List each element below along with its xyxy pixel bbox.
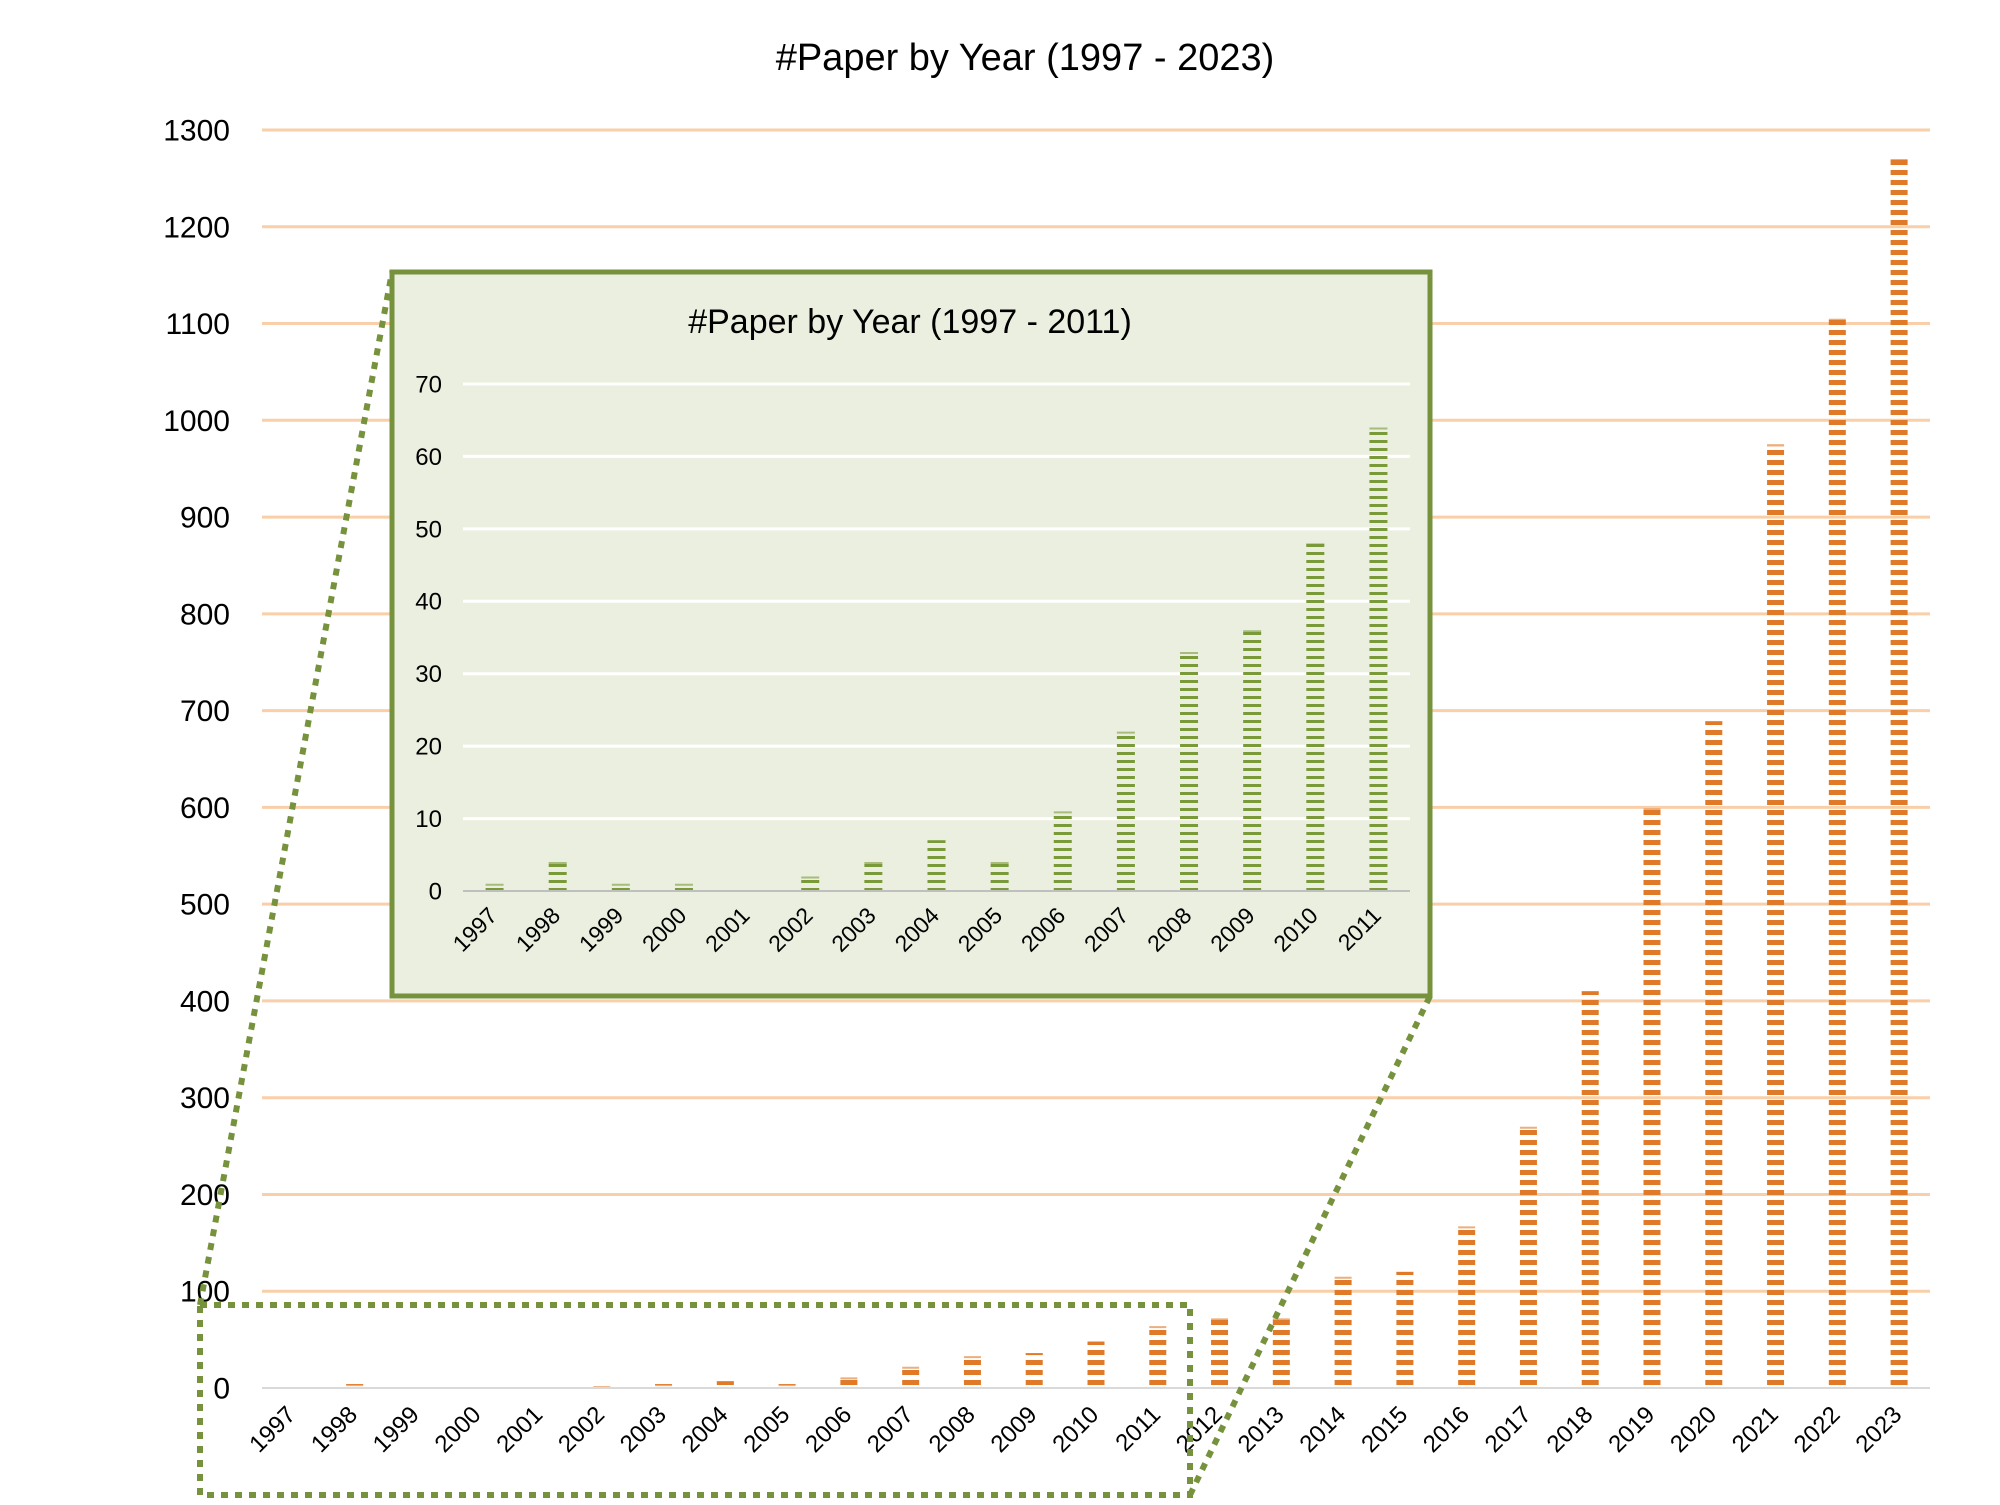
x-tick-label: 2019 [1603,1401,1660,1458]
bar-2012 [1211,1318,1229,1388]
bar-2020 [1705,721,1723,1388]
y-tick-label: 30 [415,661,442,688]
main-bars [284,159,1908,1390]
x-tick-label: 2014 [1295,1401,1352,1458]
bar-2011 [1149,1326,1167,1388]
inset-bars [485,427,1388,891]
bar-2013 [1272,1318,1290,1388]
x-tick-label: 2005 [739,1401,796,1458]
bar-2023 [1890,159,1908,1388]
y-tick-label: 0 [213,1373,230,1406]
y-tick-label: 50 [415,516,442,543]
bar-2010 [1087,1341,1105,1388]
zoom-indicator [197,271,1433,1498]
y-tick-label: 800 [180,598,230,631]
y-tick-label: 1200 [163,211,230,244]
x-tick-label: 2010 [1047,1401,1104,1458]
bar-2017 [1519,1126,1537,1388]
zoom-region-box [197,1302,1193,1498]
x-tick-label: 2006 [800,1401,857,1458]
y-tick-label: 10 [415,806,442,833]
x-tick-label: 1997 [244,1401,301,1458]
y-tick-label: 60 [415,444,442,471]
bar-2008 [963,1356,981,1388]
bar-2002 [801,876,820,891]
x-tick-label: 2008 [924,1401,981,1458]
main-x-axis-ticks: 1997 1998 1999 2000 2001 2002 2003 2004 2005 2006… [244,1401,1907,1458]
bar-2019 [1643,808,1661,1388]
bar-2009 [1243,630,1262,891]
bar-1999 [611,883,630,891]
x-tick-label: 1998 [306,1401,363,1458]
x-tick-label: 2009 [986,1401,1043,1458]
bar-2003 [864,862,883,891]
inset-chart-title: #Paper by Year (1997 - 2011) [688,303,1132,341]
x-tick-label: 2023 [1851,1401,1908,1458]
y-tick-label: 20 [415,734,442,761]
bar-2006 [840,1377,858,1388]
bar-2011 [1369,427,1388,891]
x-tick-label: 2001 [491,1401,548,1458]
bar-1998 [548,862,567,891]
bar-2014 [1334,1276,1352,1388]
y-tick-label: 700 [180,695,230,728]
y-tick-label: 400 [180,985,230,1018]
x-tick-label: 2007 [862,1401,919,1458]
inset-panel [389,269,1433,999]
x-tick-label: 2016 [1418,1401,1475,1458]
y-tick-label: 900 [180,502,230,535]
x-tick-label: 2002 [553,1401,610,1458]
y-tick-label: 70 [415,371,442,398]
main-y-axis-ticks: 0100200300400500600700800900100011001200… [163,115,230,1406]
y-tick-label: 1000 [163,405,230,438]
bar-2016 [1458,1226,1476,1388]
y-tick-label: 500 [180,889,230,922]
bar-2004 [716,1381,734,1388]
x-tick-label: 2003 [615,1401,672,1458]
bar-2022 [1828,318,1846,1389]
x-tick-label: 2020 [1665,1401,1722,1458]
bar-1997 [485,883,504,891]
bar-2018 [1581,991,1599,1388]
x-tick-label: 2022 [1789,1401,1846,1458]
bar-2005 [990,862,1009,891]
bar-2000 [674,883,693,891]
x-tick-label: 2021 [1727,1401,1784,1458]
x-tick-label: 2018 [1542,1401,1599,1458]
y-tick-label: 200 [180,1179,230,1212]
x-tick-label: 2015 [1356,1401,1413,1458]
x-tick-label: 2013 [1233,1401,1290,1458]
bar-2008 [1180,651,1199,891]
y-tick-label: 300 [180,1082,230,1115]
y-tick-label: 600 [180,792,230,825]
x-tick-label: 2011 [1110,1401,1166,1457]
bar-2015 [1396,1271,1414,1388]
x-tick-label: 2017 [1480,1401,1537,1458]
y-tick-label: 40 [415,589,442,616]
inset-chart: #Paper by Year (1997 - 2011) 0 10 20 30 40 50… [389,269,1433,999]
bar-2007 [1116,731,1135,891]
y-tick-label: 0 [429,878,442,905]
bar-2009 [1025,1353,1043,1388]
main-chart-title: #Paper by Year (1997 - 2023) [776,37,1275,79]
bar-2004 [927,840,946,891]
y-tick-label: 1300 [163,115,230,148]
bar-2006 [1053,811,1072,891]
x-tick-label: 1999 [368,1401,425,1458]
x-tick-label: 2000 [430,1401,487,1458]
bar-2007 [902,1366,920,1388]
bar-2010 [1306,543,1325,891]
inset-y-axis-ticks: 0 10 20 30 40 50 60 70 [415,371,442,905]
bar-2021 [1767,444,1785,1388]
y-tick-label: 1100 [165,308,230,341]
x-tick-label: 2004 [677,1401,734,1458]
